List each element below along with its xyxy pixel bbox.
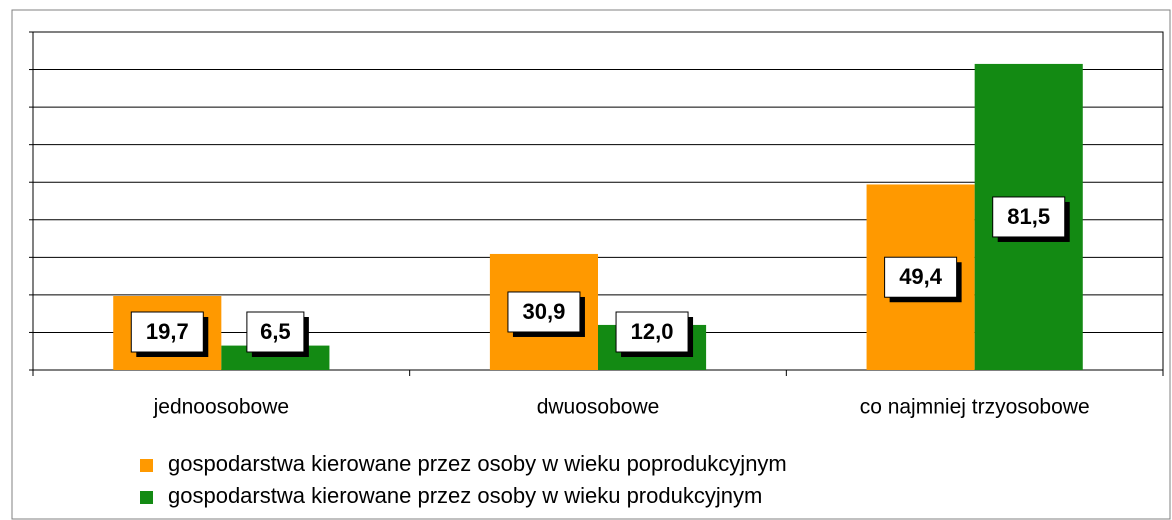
value-label-box [884, 256, 958, 298]
legend-swatch [140, 459, 153, 472]
value-label-box [130, 311, 204, 353]
value-label-box [246, 311, 305, 353]
legend-swatch [140, 491, 153, 504]
legend-label: gospodarstwa kierowane przez osoby w wie… [168, 483, 762, 508]
value-label: 81,5 [1007, 204, 1050, 229]
value-label: 30,9 [523, 299, 566, 324]
legend-label: gospodarstwa kierowane przez osoby w wie… [168, 451, 787, 476]
value-label: 49,4 [899, 264, 943, 289]
x-tick-label: jednoosobowe [153, 396, 289, 419]
value-label: 6,5 [260, 319, 291, 344]
value-label-box [992, 196, 1066, 238]
x-tick-label: co najmniej trzyosobowe [860, 396, 1090, 419]
value-label-box [507, 291, 581, 333]
x-tick-label: dwuosobowe [537, 396, 660, 419]
value-label: 19,7 [146, 319, 189, 344]
value-label-box [615, 311, 689, 353]
value-label: 12,0 [631, 319, 674, 344]
